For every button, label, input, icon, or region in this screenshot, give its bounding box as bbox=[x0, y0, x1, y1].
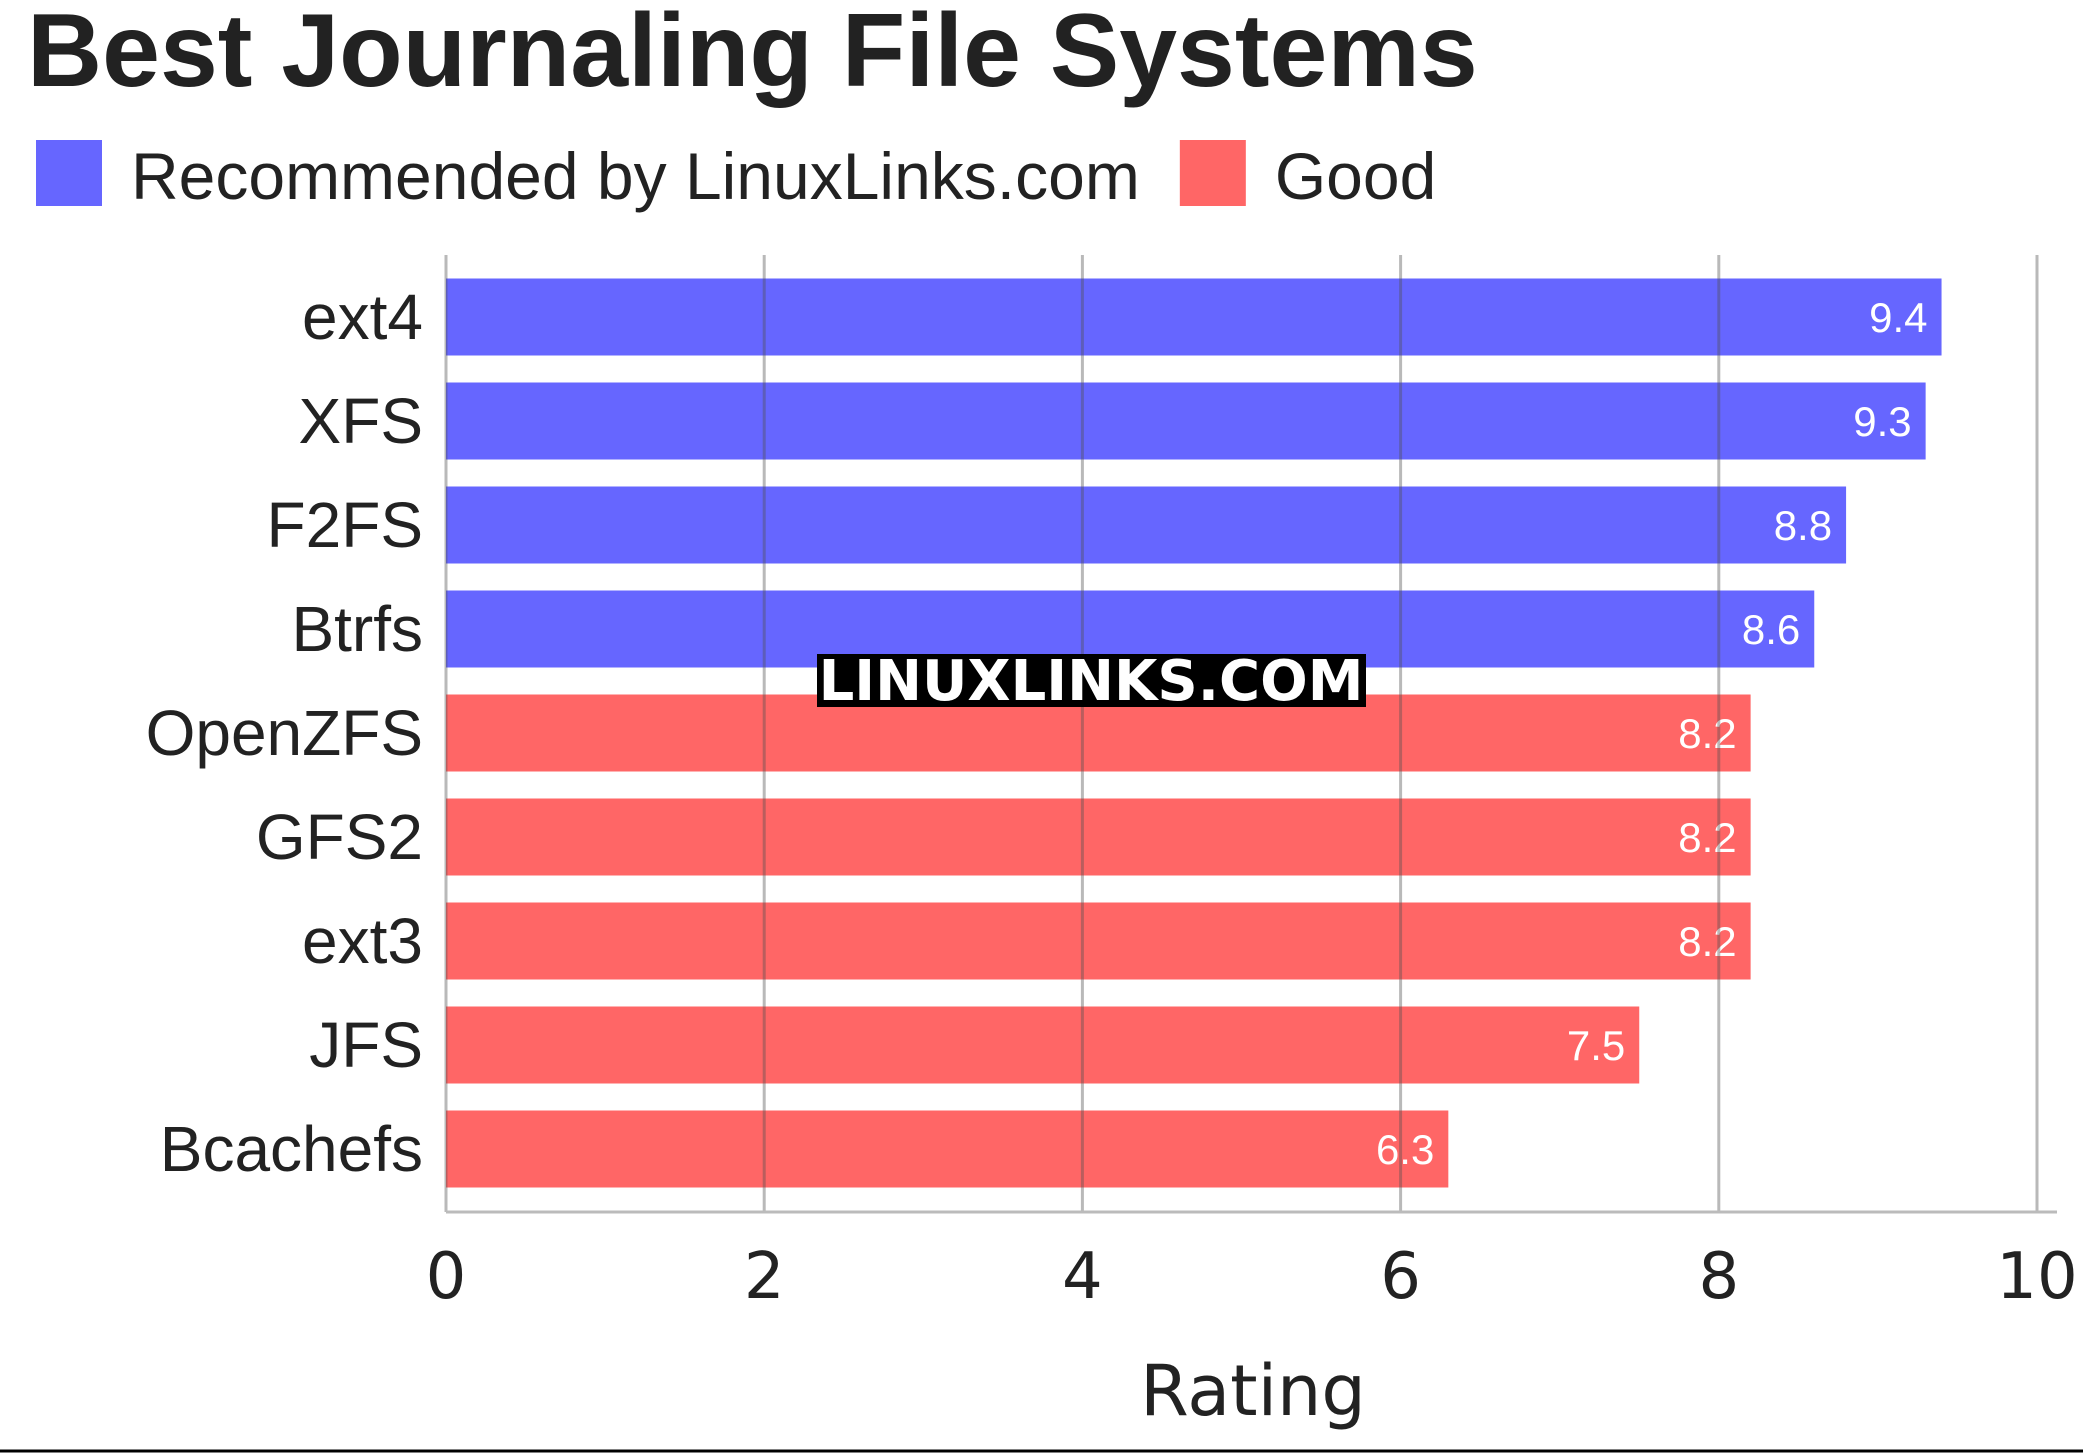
y-tick-label: OpenZFS bbox=[146, 697, 423, 769]
y-tick-label: GFS2 bbox=[256, 801, 423, 873]
x-tick-label: 6 bbox=[1380, 1240, 1421, 1314]
y-tick-label: ext3 bbox=[302, 905, 423, 977]
legend-swatch bbox=[1179, 140, 1246, 206]
x-axis-title: Rating bbox=[1140, 1350, 1366, 1432]
y-tick-label: XFS bbox=[299, 385, 423, 457]
value-label: 8.6 bbox=[1742, 606, 1800, 653]
bar bbox=[446, 1006, 1640, 1084]
bar bbox=[446, 798, 1751, 876]
value-label: 9.4 bbox=[1869, 294, 1927, 341]
legend-label: Good bbox=[1275, 139, 1436, 213]
value-label: 9.3 bbox=[1853, 398, 1911, 445]
y-tick-label: Btrfs bbox=[291, 593, 423, 665]
y-tick-label: ext4 bbox=[302, 281, 423, 353]
legend-label: Recommended by LinuxLinks.com bbox=[131, 139, 1140, 213]
x-tick-label: 2 bbox=[744, 1240, 785, 1314]
value-label: 8.2 bbox=[1678, 814, 1736, 861]
x-tick-label: 10 bbox=[1996, 1240, 2077, 1314]
bar bbox=[446, 382, 1926, 460]
y-tick-label: Bcachefs bbox=[160, 1113, 423, 1185]
y-tick-label: F2FS bbox=[267, 489, 423, 561]
y-tick-label: JFS bbox=[309, 1009, 423, 1081]
watermark-bg bbox=[817, 654, 1366, 707]
chart-title: Best Journaling File Systems bbox=[27, 0, 1478, 109]
bar bbox=[446, 1110, 1449, 1188]
watermark: LINUXLINKS.COM bbox=[819, 649, 1364, 714]
value-label: 8.8 bbox=[1774, 502, 1832, 549]
value-label: 8.2 bbox=[1678, 918, 1736, 965]
bar bbox=[446, 694, 1751, 772]
value-label: 7.5 bbox=[1567, 1022, 1625, 1069]
bar bbox=[446, 486, 1847, 564]
x-tick-label: 0 bbox=[426, 1240, 467, 1314]
value-label: 8.2 bbox=[1678, 710, 1736, 757]
legend-swatch bbox=[36, 140, 102, 206]
x-tick-label: 8 bbox=[1698, 1240, 1739, 1314]
bar bbox=[446, 278, 1942, 356]
value-label: 6.3 bbox=[1376, 1126, 1434, 1173]
bar bbox=[446, 902, 1751, 980]
x-tick-label: 4 bbox=[1062, 1240, 1103, 1314]
